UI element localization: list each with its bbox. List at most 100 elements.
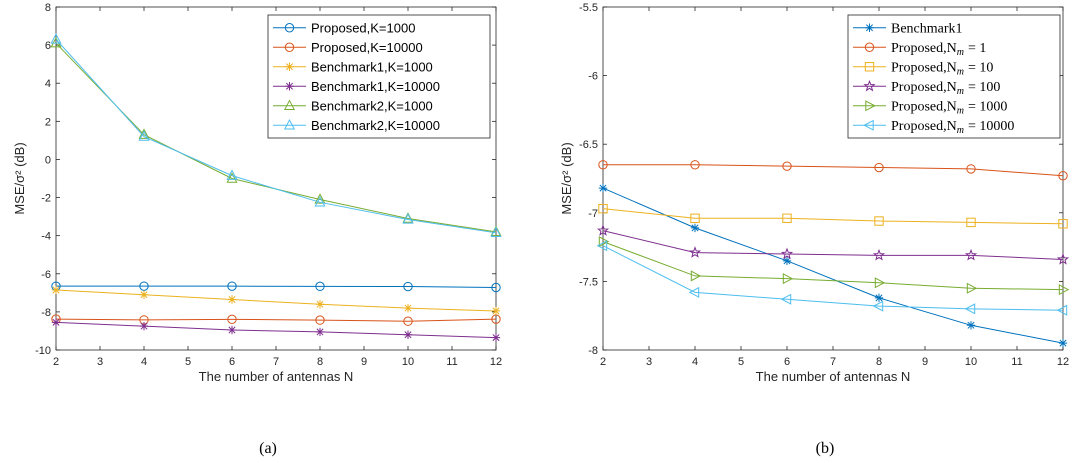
- data-point: [598, 183, 608, 193]
- data-point: [315, 300, 325, 309]
- legend-entry-5: Benchmark2,K=1000: [273, 98, 433, 113]
- series-line: [55, 39, 497, 234]
- figure-caption: (a): [259, 440, 277, 457]
- legend-entry-5: Proposed,Nm = 1000: [853, 99, 1007, 116]
- legend-entry-2: Proposed,K=10000: [273, 40, 423, 55]
- data-point: [964, 303, 976, 315]
- data-point: [782, 213, 792, 223]
- legend-entry-4: Benchmark1,K=10000: [273, 79, 440, 94]
- legend-label: Proposed,Nm = 1000: [891, 99, 1007, 116]
- series-line: [602, 245, 1064, 311]
- x-axis-label: The number of antennas N: [756, 369, 911, 384]
- data-point: [227, 281, 237, 291]
- series-4: [51, 318, 501, 342]
- data-point: [226, 172, 238, 183]
- legend-box: [847, 14, 1061, 139]
- legend-name: Proposed,N: [891, 119, 957, 134]
- x-tick-label: 9: [361, 356, 367, 368]
- legend-box: [267, 14, 491, 139]
- series-2: [51, 314, 501, 326]
- legend-label: Benchmark2,K=10000: [311, 118, 440, 133]
- series-1: [598, 183, 1068, 348]
- legend-entry-4: Proposed,Nm = 100: [853, 80, 1000, 97]
- data-point: [598, 236, 610, 248]
- data-point: [782, 161, 792, 171]
- series-line: [603, 164, 1064, 177]
- legend-subscript: m: [957, 125, 964, 136]
- data-point: [139, 290, 149, 299]
- series-5: [598, 236, 1070, 296]
- data-point: [315, 315, 325, 325]
- y-tick-label: -8: [588, 345, 598, 357]
- legend-suffix: = 100: [968, 80, 1000, 95]
- legend-entry-3: Proposed,Nm = 10: [853, 60, 993, 77]
- legend-marker: [283, 99, 296, 110]
- legend-name: Benchmark2,K=1000: [311, 98, 433, 113]
- x-tick-label: 3: [646, 356, 652, 368]
- legend-name: Proposed,N: [891, 41, 957, 56]
- data-point: [598, 203, 608, 214]
- legend-subscript: m: [957, 105, 964, 116]
- data-point: [1058, 219, 1068, 229]
- data-point: [51, 318, 61, 327]
- data-point: [314, 196, 326, 207]
- legend-name: Proposed,N: [891, 99, 957, 114]
- legend-entry-1: Proposed,K=1000: [273, 20, 415, 35]
- data-point: [1058, 338, 1068, 348]
- legend-name: Benchmark1,K=1000: [311, 59, 433, 74]
- data-point: [51, 285, 61, 295]
- legend-suffix: = 10: [968, 60, 993, 75]
- x-tick-label: 6: [229, 356, 235, 368]
- data-point: [139, 321, 149, 331]
- chart-b: 2 3 4 5 6 7 8 9 10 11 12 -8 -7.5 -7 -6.5 -6 -5.5 The numb…: [559, 2, 1070, 457]
- data-point: [315, 327, 325, 337]
- data-point: [1056, 304, 1068, 316]
- x-tick-label: 11: [446, 356, 457, 368]
- x-tick-label: 5: [185, 356, 191, 368]
- series-3: [598, 203, 1068, 229]
- y-tick-label: -6: [41, 269, 51, 281]
- legend-name: Benchmark2,K=10000: [311, 118, 440, 133]
- legend-marker: [863, 119, 874, 131]
- x-tick-label: 3: [97, 356, 103, 368]
- y-tick-label: 8: [45, 2, 51, 14]
- y-tick-label: -8: [41, 307, 51, 319]
- legend-label: Benchmark2,K=1000: [311, 98, 433, 113]
- legend-marker: [284, 42, 295, 52]
- series-4: [596, 224, 1070, 265]
- series-line: [602, 241, 1064, 291]
- data-point: [782, 256, 792, 266]
- x-tick-label: 2: [53, 356, 59, 368]
- y-tick-label: -4: [41, 231, 51, 243]
- data-point: [402, 213, 414, 224]
- legend-label: Proposed,Nm = 10: [891, 60, 993, 77]
- y-axis-label: MSE/σ² (dB): [559, 142, 574, 214]
- legend-marker: [865, 100, 876, 112]
- x-tick-label: 7: [830, 356, 836, 368]
- y-tick-label: 0: [45, 154, 51, 166]
- data-point: [315, 281, 325, 292]
- data-point: [690, 223, 700, 233]
- data-point: [226, 169, 238, 180]
- data-point: [966, 217, 976, 228]
- data-point: [491, 306, 501, 316]
- y-tick-label: 2: [45, 116, 51, 128]
- legend-label: Proposed,K=1000: [311, 20, 415, 35]
- y-tick-label: -6: [588, 71, 598, 83]
- series-line: [55, 321, 497, 339]
- legend-name: Proposed,N: [891, 80, 957, 95]
- legend-entry-6: Benchmark2,K=10000: [273, 118, 440, 133]
- data-point: [872, 248, 886, 261]
- y-tick-label: 6: [45, 40, 51, 52]
- x-tick-label: 2: [600, 356, 606, 368]
- legend: Proposed,K=1000 Proposed,K=10000 Benchmark…: [267, 14, 491, 139]
- legend-entry-3: Benchmark1,K=1000: [273, 59, 433, 74]
- data-point: [596, 224, 610, 236]
- legend-entry-6: Proposed,Nm = 10000: [853, 119, 1014, 136]
- data-point: [403, 303, 413, 313]
- y-tick-label: -7: [588, 208, 598, 220]
- data-point: [1056, 253, 1070, 265]
- legend-name: Benchmark1,K=10000: [311, 79, 440, 94]
- legend-subscript: m: [957, 66, 964, 77]
